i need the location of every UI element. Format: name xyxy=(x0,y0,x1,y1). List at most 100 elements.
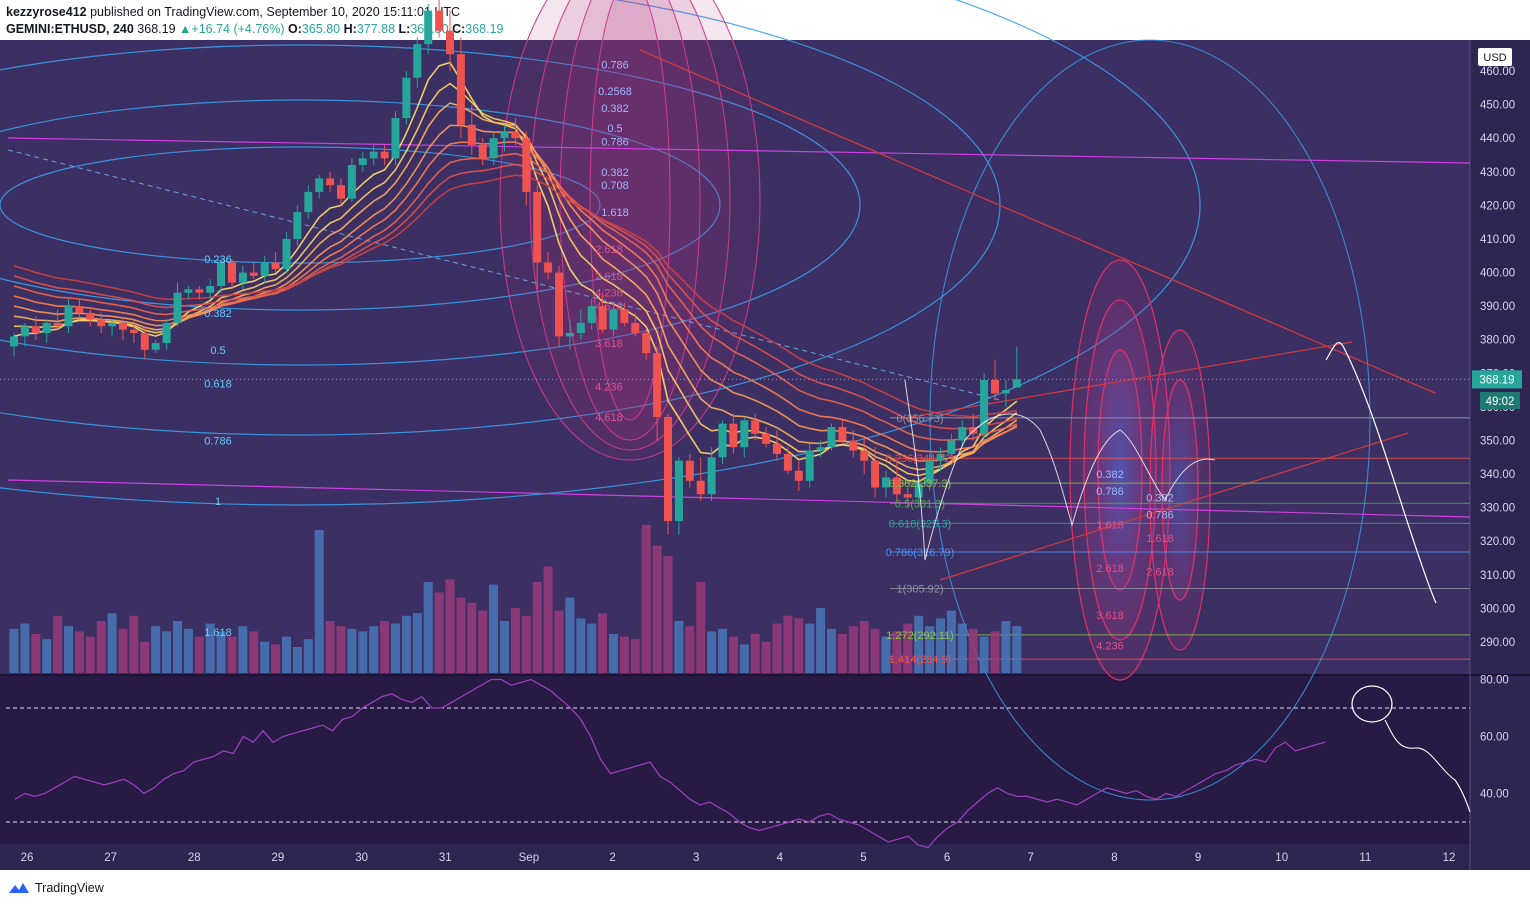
price-tick-label: 450.00 xyxy=(1480,100,1515,112)
candle-body xyxy=(620,309,629,323)
fib-retracement-label: 0(356.73) xyxy=(896,413,943,425)
candle-body xyxy=(358,158,367,166)
price-tick-label: 310.00 xyxy=(1480,570,1515,582)
symbol-label[interactable]: GEMINI:ETHUSD, 240 xyxy=(6,22,134,36)
fib-time-zones[interactable] xyxy=(499,0,1211,681)
volume-bar xyxy=(325,621,335,673)
price-tick-label: 350.00 xyxy=(1480,435,1515,447)
fib-level-label: 0.382 xyxy=(601,167,629,179)
price-pane[interactable] xyxy=(0,40,1470,674)
author-name[interactable]: kezzyrose412 xyxy=(6,5,87,19)
volume-bar xyxy=(336,626,346,673)
candle-body xyxy=(424,10,433,45)
candle-body xyxy=(555,272,563,337)
volume-bar xyxy=(20,623,30,673)
countdown-label: 49:02 xyxy=(1486,396,1515,408)
fib-retracement-label: 1.272(292.11) xyxy=(886,630,954,642)
candles[interactable] xyxy=(10,0,1021,535)
volume-bar xyxy=(96,621,106,673)
date-tick-label: 5 xyxy=(860,852,866,864)
fib-circle xyxy=(929,39,1371,801)
volume-bar xyxy=(42,639,52,673)
candle-body xyxy=(184,289,193,293)
volume-bar xyxy=(434,592,444,673)
volume-bar xyxy=(74,631,84,673)
circle-drawing xyxy=(1351,685,1393,723)
candle-body xyxy=(838,427,847,441)
time-scale[interactable] xyxy=(0,844,1470,870)
candle-body xyxy=(304,191,313,213)
candle-body xyxy=(882,477,890,488)
volume-bar xyxy=(358,631,368,673)
volume-bar xyxy=(500,621,509,673)
date-tick-label: 3 xyxy=(693,852,699,864)
date-tick-label: 27 xyxy=(104,852,117,864)
volume-bar xyxy=(260,641,270,673)
publish-info: kezzyrose412 published on TradingView.co… xyxy=(6,5,460,19)
candle-body xyxy=(653,353,662,417)
date-tick-label: 30 xyxy=(355,852,368,864)
price-tick-label: 420.00 xyxy=(1480,200,1515,212)
volume-bar xyxy=(194,636,204,673)
candle-body xyxy=(10,336,18,347)
rsi-projection-drawing xyxy=(1384,719,1471,813)
candle-body xyxy=(140,332,149,350)
price-axis-labels: 290.00 300.00 310.00 320.00 330.00 340.00 350.… xyxy=(1472,48,1522,649)
candle-body xyxy=(369,151,378,159)
countdown-badge xyxy=(1480,392,1520,409)
volume-bar xyxy=(467,602,477,673)
volume-bar xyxy=(946,610,956,673)
annotations xyxy=(904,342,1471,813)
volume-bar xyxy=(216,631,226,673)
candle-body xyxy=(816,447,825,451)
volume-bar xyxy=(990,631,1000,673)
date-tick-label: 26 xyxy=(21,852,34,864)
fib-level-label: 0.786 xyxy=(601,59,629,71)
candle-body xyxy=(97,319,106,327)
volume-bar xyxy=(521,615,531,673)
volume-bar xyxy=(598,613,608,673)
fib-retracement-label: 1(305.92) xyxy=(896,584,943,596)
candle-body xyxy=(271,262,280,270)
trend-lines[interactable] xyxy=(0,49,1471,660)
date-tick-label: 28 xyxy=(188,852,201,864)
volume-bar xyxy=(314,530,324,673)
candle-body xyxy=(64,306,73,327)
candle-body xyxy=(685,460,694,481)
volume-bar xyxy=(53,615,63,673)
candle-body xyxy=(751,420,760,434)
volume-bar xyxy=(707,631,717,673)
channel-line xyxy=(904,341,1353,419)
price-scale[interactable] xyxy=(1470,40,1530,870)
volume-bar xyxy=(783,615,793,673)
price-tick-label: 400.00 xyxy=(1480,268,1515,280)
fib-level-label: 4.236 xyxy=(1096,640,1124,652)
volume-bar xyxy=(489,584,499,673)
price-chart[interactable]: 0.236 0.382 0.5 0.618 0.786 1 1.618 0.786 0.2568… xyxy=(0,0,1530,870)
fib-level-label: 0.382 xyxy=(1146,493,1174,505)
volume-bar xyxy=(140,641,150,673)
candle-body xyxy=(925,460,934,485)
candle-body xyxy=(42,322,51,333)
fib-level-label: 1.618 xyxy=(1146,533,1174,545)
candle-body xyxy=(773,443,781,454)
volume-bar xyxy=(772,623,782,673)
volume-bar xyxy=(303,639,313,673)
fib-level-label: 1.618 xyxy=(1096,519,1124,531)
candle-body xyxy=(576,322,585,333)
candle-body xyxy=(129,329,138,333)
rsi-pane[interactable] xyxy=(0,676,1470,844)
triangle-up-icon: ▲ xyxy=(179,22,192,36)
price-tick-label: 460.00 xyxy=(1480,66,1515,78)
candle-body xyxy=(674,460,683,522)
volume-bar xyxy=(587,623,597,673)
volume-bar xyxy=(968,628,978,673)
volume-bar xyxy=(739,644,749,673)
brand[interactable]: TradingView xyxy=(8,881,104,895)
candle-body xyxy=(1012,379,1021,388)
candle-body xyxy=(326,178,335,186)
volume-bar xyxy=(619,636,629,673)
resistance-line xyxy=(7,137,1471,164)
volume-bar xyxy=(31,634,41,673)
volume-bar xyxy=(685,626,695,673)
